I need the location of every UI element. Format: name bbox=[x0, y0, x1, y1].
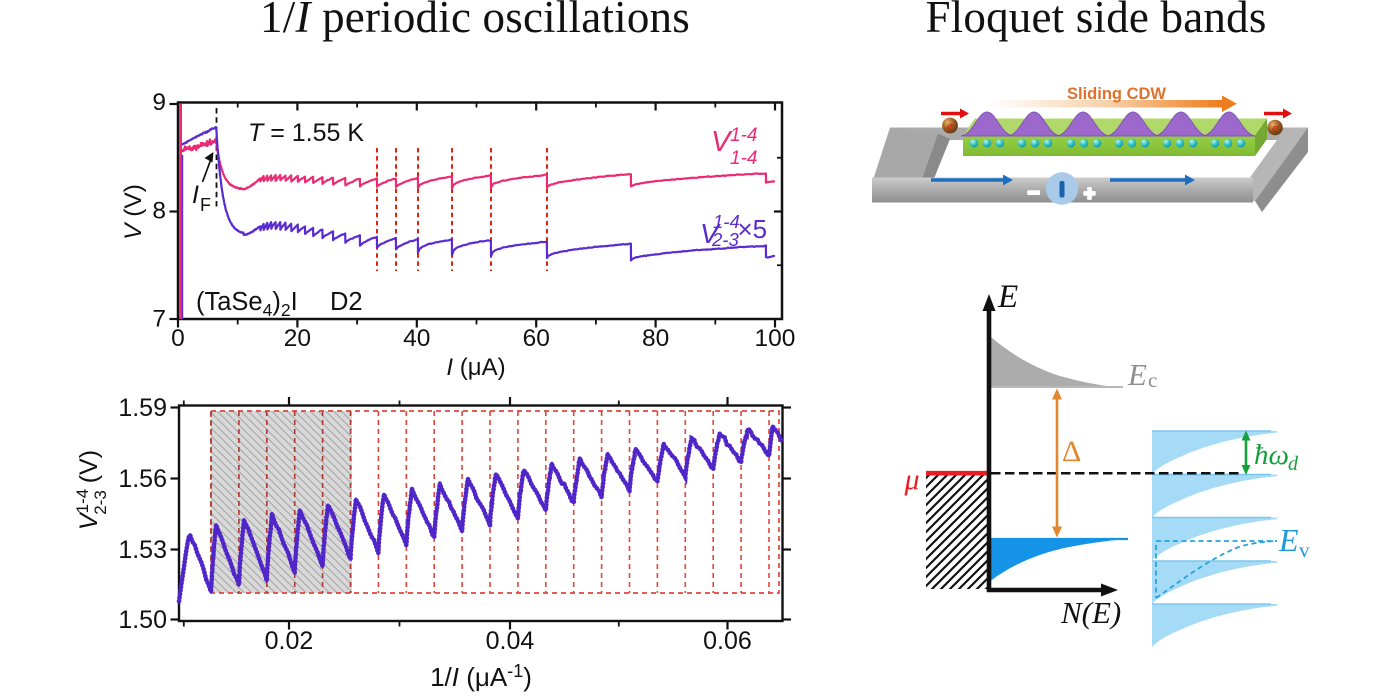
svg-text:e: e bbox=[947, 118, 953, 133]
svg-text:0: 0 bbox=[171, 325, 185, 352]
svg-text:ħω: ħω bbox=[1254, 439, 1289, 471]
svg-text:Sliding CDW: Sliding CDW bbox=[1067, 85, 1166, 103]
svg-text:E: E bbox=[1278, 522, 1299, 558]
svg-text:Δ: Δ bbox=[1062, 435, 1081, 468]
svg-text:7: 7 bbox=[152, 306, 166, 333]
svg-text:I (μA): I (μA) bbox=[446, 354, 505, 381]
svg-text:d: d bbox=[1288, 453, 1299, 475]
svg-text:E: E bbox=[1127, 357, 1147, 392]
svg-text:V: V bbox=[711, 126, 733, 158]
svg-text:V (V): V (V) bbox=[120, 184, 147, 240]
svg-text:100: 100 bbox=[755, 325, 796, 352]
svg-text:Floquet side bands: Floquet side bands bbox=[925, 0, 1266, 42]
svg-text:0.02: 0.02 bbox=[265, 627, 314, 655]
svg-text:60: 60 bbox=[523, 325, 550, 352]
svg-text:N(E): N(E) bbox=[1060, 595, 1121, 630]
svg-text:0.06: 0.06 bbox=[703, 627, 752, 655]
svg-text:9: 9 bbox=[152, 89, 166, 116]
svg-text:1/I periodic oscillations: 1/I periodic oscillations bbox=[260, 0, 690, 42]
svg-text:×5: ×5 bbox=[738, 214, 768, 244]
svg-text:μ: μ bbox=[903, 463, 919, 496]
svg-text:40: 40 bbox=[403, 325, 430, 352]
svg-text:1.56: 1.56 bbox=[118, 465, 167, 493]
svg-text:1.50: 1.50 bbox=[118, 606, 167, 634]
svg-text:1-4: 1-4 bbox=[730, 148, 757, 169]
svg-text:v: v bbox=[1299, 538, 1310, 562]
svg-text:1.53: 1.53 bbox=[118, 536, 167, 564]
svg-text:1-4: 1-4 bbox=[730, 125, 757, 146]
svg-text:1-4: 1-4 bbox=[713, 211, 740, 232]
svg-text:8: 8 bbox=[152, 198, 166, 225]
svg-text:20: 20 bbox=[284, 325, 311, 352]
svg-text:0.04: 0.04 bbox=[486, 627, 535, 655]
svg-text:V: V bbox=[700, 218, 721, 249]
svg-text:c: c bbox=[1148, 368, 1157, 392]
svg-text:2-3: 2-3 bbox=[711, 229, 739, 250]
svg-text:I: I bbox=[192, 181, 199, 209]
svg-text:(TaSe4)2I: (TaSe4)2I bbox=[196, 288, 298, 320]
svg-text:D2: D2 bbox=[330, 288, 363, 316]
svg-text:T = 1.55 K: T = 1.55 K bbox=[248, 119, 364, 147]
svg-text:V1-42-3 (V): V1-42-3 (V) bbox=[73, 450, 110, 530]
svg-text:e: e bbox=[1272, 120, 1278, 135]
svg-text:E: E bbox=[997, 279, 1018, 315]
svg-text:1.59: 1.59 bbox=[118, 394, 167, 422]
svg-text:F: F bbox=[200, 195, 211, 215]
svg-text:80: 80 bbox=[642, 325, 669, 352]
